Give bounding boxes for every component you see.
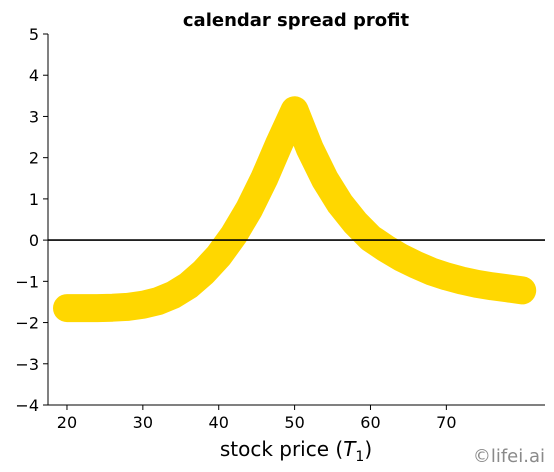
y-tick-label: −2 xyxy=(15,314,39,333)
x-tick-label: 60 xyxy=(360,413,380,432)
y-tick-label: 4 xyxy=(29,66,39,85)
x-tick-label: 50 xyxy=(284,413,304,432)
y-tick-label: −3 xyxy=(15,355,39,374)
x-axis-ticks: 20 30 40 50 60 70 xyxy=(57,405,457,432)
chart-title: calendar spread profit xyxy=(183,10,410,31)
y-tick-label: −1 xyxy=(15,272,39,291)
x-tick-label: 70 xyxy=(436,413,456,432)
y-tick-label: 3 xyxy=(29,107,39,126)
x-tick-label: 20 xyxy=(57,413,77,432)
watermark-text: ©lifei.ai xyxy=(473,446,545,467)
y-tick-label: 5 xyxy=(29,25,39,44)
x-tick-label: 30 xyxy=(133,413,153,432)
y-axis-ticks: −4 −3 −2 −1 0 1 2 3 4 5 xyxy=(15,25,48,415)
y-tick-label: 2 xyxy=(29,149,39,168)
series-line-profit xyxy=(53,96,537,323)
y-tick-label: 1 xyxy=(29,190,39,209)
x-tick-label: 40 xyxy=(209,413,229,432)
x-axis-label: stock price (T1) xyxy=(220,437,372,465)
y-tick-label: 0 xyxy=(29,231,39,250)
y-tick-label: −4 xyxy=(15,396,39,415)
plot-area xyxy=(48,96,545,323)
